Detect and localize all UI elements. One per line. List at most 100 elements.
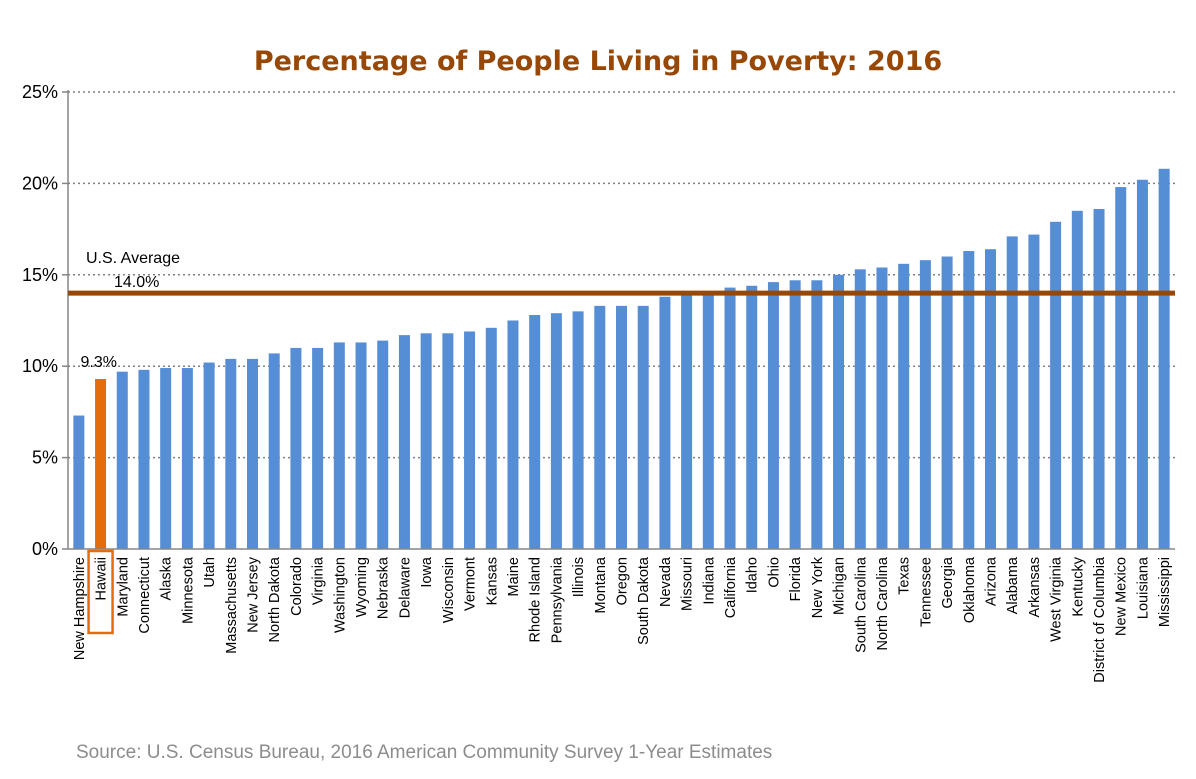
y-tick-label: 20% xyxy=(22,173,58,193)
bar-florida xyxy=(789,280,801,549)
x-tick-label: Colorado xyxy=(289,557,305,616)
bar-nevada xyxy=(659,296,671,549)
x-tick-label: Massachusetts xyxy=(224,557,240,654)
x-tick-label: Nevada xyxy=(658,556,674,607)
y-tick-label: 0% xyxy=(32,539,58,559)
y-tick-label: 10% xyxy=(22,356,58,376)
us-average-label: U.S. Average xyxy=(86,250,180,267)
x-tick-label: Wisconsin xyxy=(441,557,457,623)
bar-nebraska xyxy=(377,340,389,549)
bar-montana xyxy=(594,305,606,549)
bar-pennsylvania xyxy=(550,313,562,549)
x-tick-label: North Carolina xyxy=(875,556,891,650)
x-tick-label: Louisiana xyxy=(1135,556,1151,619)
bar-oklahoma xyxy=(963,251,975,549)
x-tick-label: Mississippi xyxy=(1157,557,1173,627)
x-tick-label: Utah xyxy=(202,557,218,588)
bar-michigan xyxy=(833,274,845,549)
bar-hawaii xyxy=(95,378,107,549)
bar-new-york xyxy=(811,280,823,549)
bar-alaska xyxy=(160,368,172,549)
bar-missouri xyxy=(681,293,693,549)
x-tick-label: Maine xyxy=(506,557,522,597)
bar-washington xyxy=(333,342,345,549)
bar-colorado xyxy=(290,347,302,549)
bar-utah xyxy=(203,362,215,549)
bar-vermont xyxy=(464,331,476,549)
bar-south-dakota xyxy=(637,305,649,549)
x-tick-label: Alaska xyxy=(159,556,175,600)
source-note: Source: U.S. Census Bureau, 2016 America… xyxy=(76,742,772,763)
x-tick-label: Rhode Island xyxy=(528,557,544,642)
bar-south-carolina xyxy=(854,269,866,549)
bar-wisconsin xyxy=(442,333,454,549)
bar-oregon xyxy=(616,305,627,549)
x-tick-label: Hawaii xyxy=(94,557,110,601)
x-tick-label: Washington xyxy=(332,557,348,633)
x-tick-label: Iowa xyxy=(419,556,435,588)
x-tick-label: Wyoming xyxy=(354,557,370,617)
bar-arizona xyxy=(985,249,996,549)
x-tick-label: Vermont xyxy=(463,557,479,611)
x-axis-labels: New Hampshire Hawaii Maryland Connecticut Al… xyxy=(72,556,1173,683)
x-tick-label: West Virginia xyxy=(1049,556,1065,642)
bar-new-hampshire xyxy=(73,415,85,549)
bar-kansas xyxy=(485,327,497,549)
bar-tennessee xyxy=(919,260,931,549)
x-tick-label: New Jersey xyxy=(246,556,262,632)
bar-minnesota xyxy=(181,368,193,549)
x-tick-label: Virginia xyxy=(311,556,327,605)
bar-iowa xyxy=(420,333,432,549)
bar-north-dakota xyxy=(268,353,280,549)
bar-district-of-columbia xyxy=(1093,208,1105,549)
bar-maine xyxy=(507,320,519,549)
bar-kentucky xyxy=(1071,210,1083,549)
bar-ohio xyxy=(767,282,779,549)
y-axis-ticks: 0% 5% 10% 15% 20% 25% xyxy=(22,82,68,559)
y-tick-label: 5% xyxy=(32,448,58,468)
hawaii-value-label: 9.3% xyxy=(81,354,117,371)
x-tick-label: South Carolina xyxy=(853,556,869,653)
x-tick-label: Texas xyxy=(897,557,913,595)
bar-virginia xyxy=(312,347,324,549)
chart-title: Percentage of People Living in Poverty: … xyxy=(254,46,942,77)
x-tick-label: Georgia xyxy=(940,556,956,609)
x-tick-label: New York xyxy=(810,556,826,618)
bar-wyoming xyxy=(355,342,367,549)
x-tick-label: Connecticut xyxy=(137,557,153,634)
bars xyxy=(73,168,1170,550)
x-tick-label: Kansas xyxy=(484,557,500,605)
x-tick-label: Kentucky xyxy=(1070,556,1086,616)
x-tick-label: Arkansas xyxy=(1027,557,1043,617)
x-tick-label: Missouri xyxy=(680,557,696,611)
x-tick-label: Ohio xyxy=(766,557,782,588)
bar-new-mexico xyxy=(1115,187,1127,549)
x-tick-label: Indiana xyxy=(701,556,717,605)
bar-maryland xyxy=(116,371,128,549)
x-tick-label: Minnesota xyxy=(180,556,196,624)
y-tick-label: 25% xyxy=(22,82,58,102)
x-tick-label: Idaho xyxy=(745,557,761,593)
x-tick-label: South Dakota xyxy=(636,556,652,645)
y-tick-label: 15% xyxy=(22,265,58,285)
bar-new-jersey xyxy=(247,358,258,549)
bar-mississippi xyxy=(1158,168,1170,549)
x-tick-label: Illinois xyxy=(571,557,587,597)
x-tick-label: Maryland xyxy=(115,557,131,617)
x-tick-label: Michigan xyxy=(832,557,848,615)
x-tick-label: Delaware xyxy=(397,557,413,618)
x-tick-label: California xyxy=(723,556,739,618)
x-tick-label: District of Columbia xyxy=(1092,556,1108,683)
x-tick-label: New Mexico xyxy=(1114,557,1130,636)
bar-arkansas xyxy=(1028,234,1040,550)
bar-rhode-island xyxy=(529,315,541,549)
bar-massachusetts xyxy=(225,358,237,549)
bar-georgia xyxy=(941,256,953,549)
bar-north-carolina xyxy=(876,267,888,549)
hawaii-label-highlight-box xyxy=(87,549,114,635)
bar-texas xyxy=(898,263,910,549)
x-tick-label: Pennsylvania xyxy=(549,556,565,643)
bar-louisiana xyxy=(1136,179,1148,549)
x-tick-label: Florida xyxy=(788,556,804,601)
x-tick-label: Nebraska xyxy=(376,556,392,619)
